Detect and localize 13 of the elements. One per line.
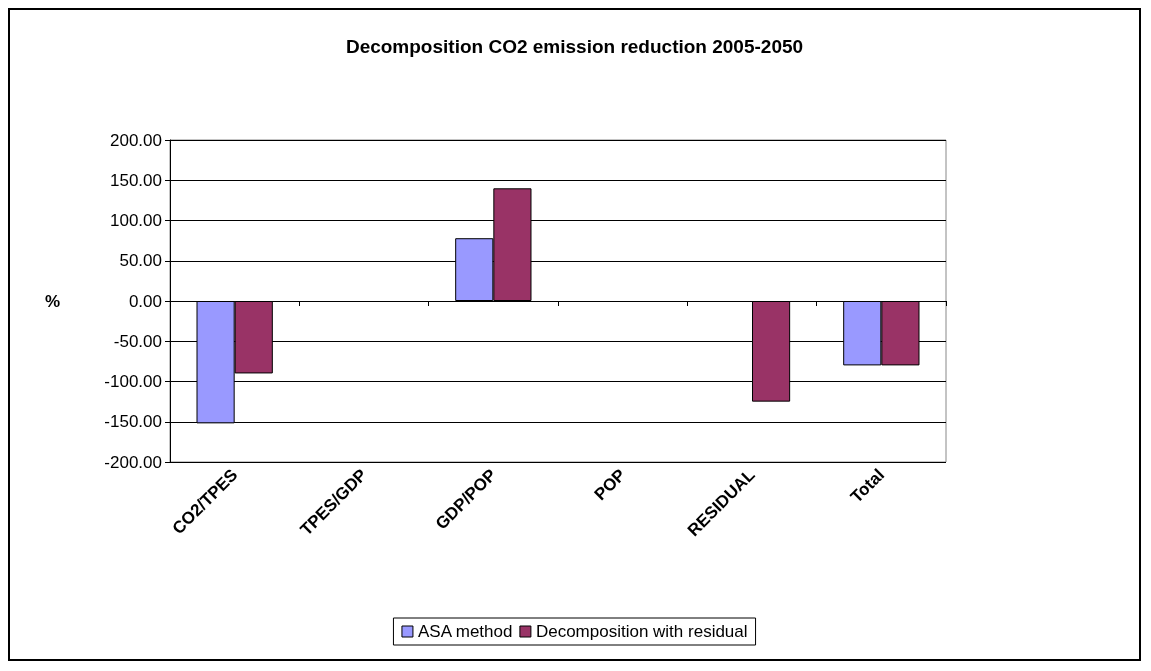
y-tick-label: -50.00: [113, 331, 162, 351]
y-axis-title: %: [44, 291, 60, 311]
y-tick-label: 200.00: [110, 130, 162, 150]
y-tick-label: -150.00: [104, 412, 162, 432]
chart-title: Decomposition CO2 emission reduction 2005-2050: [345, 36, 804, 57]
y-tick-label: -100.00: [104, 372, 162, 391]
y-tick-label: -200.00: [104, 452, 162, 472]
legend-label: ASA method: [417, 622, 513, 641]
y-tick-label: 150.00: [110, 170, 162, 190]
legend-label: Decomposition with residual: [535, 622, 748, 641]
y-tick-label: 0.00: [128, 291, 162, 311]
y-tick-label: 50.00: [119, 251, 162, 271]
y-tick-label: 100.00: [110, 211, 162, 230]
